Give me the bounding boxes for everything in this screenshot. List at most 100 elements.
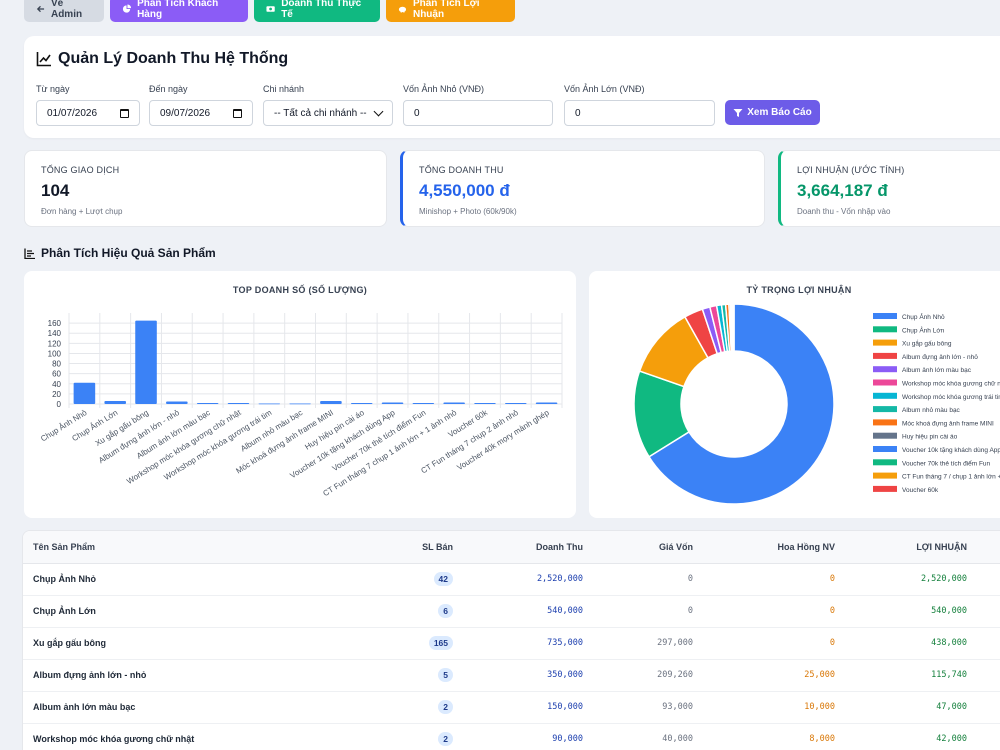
calendar-icon[interactable] — [233, 108, 242, 118]
bar — [474, 402, 496, 404]
legend-label: Móc khoá đựng ảnh frame MINI — [902, 420, 994, 427]
legend-swatch — [873, 326, 897, 333]
branch-select-value: -- Tất cả chi nhánh -- — [274, 107, 367, 119]
stat-value: 3,664,187 đ — [797, 181, 888, 200]
col-header-cost[interactable]: Giá Vốn — [593, 531, 703, 564]
qty-badge: 5 — [438, 668, 453, 682]
branch-label: Chi nhánh — [263, 84, 305, 94]
back-label: Về Admin — [50, 0, 83, 20]
customer-analysis-label: Phân Tích Khách Hàng — [137, 0, 219, 20]
col-header-commission[interactable]: Hoa Hồng NV — [703, 531, 845, 564]
product-name: Xu gắp gấu bông — [23, 627, 283, 660]
from-date-input[interactable]: 01/07/2026 — [36, 100, 140, 126]
bar — [166, 401, 188, 404]
stat-label: Lợi nhuận (ước tính) — [797, 165, 905, 175]
product-table-card: Tên Sản Phẩm SL Bán Doanh Thu Giá Vốn Ho… — [22, 530, 1000, 750]
product-name: Album đựng ảnh lớn - nhỏ — [23, 659, 283, 692]
bar — [412, 402, 435, 404]
legend-swatch — [873, 392, 897, 399]
product-name: Chụp Ảnh Nhỏ — [23, 563, 283, 596]
piggy-bank-icon — [398, 6, 407, 13]
to-date-input[interactable]: 09/07/2026 — [149, 100, 253, 126]
stat-label: Tổng giao dịch — [41, 165, 120, 175]
small-cost-value: 0 — [414, 107, 420, 119]
qty-badge: 165 — [428, 636, 453, 650]
col-header-revenue[interactable]: Doanh Thu — [463, 531, 593, 564]
profit-analysis-button[interactable]: Phân Tích Lợi Nhuận — [386, 0, 515, 22]
legend-swatch — [873, 379, 897, 386]
chevron-down-icon — [373, 106, 384, 116]
qty-badge: 2 — [438, 700, 453, 714]
cost-cell: 40,000 — [593, 723, 703, 750]
col-header-qty[interactable]: SL Bán — [283, 531, 463, 564]
view-report-label: Xem Báo Cáo — [747, 107, 812, 118]
bar — [504, 402, 527, 404]
commission-cell: 8,000 — [703, 723, 845, 750]
customer-analysis-button[interactable]: Phân Tích Khách Hàng — [110, 0, 248, 22]
small-cost-label: Vốn Ảnh Nhỏ (VNĐ) — [403, 84, 485, 94]
from-date-label: Từ ngày — [36, 84, 70, 94]
bar — [350, 402, 373, 404]
table-row: Chụp Ảnh Nhỏ 42 2,520,000 0 0 2,520,000 — [23, 563, 1000, 596]
branch-select[interactable]: -- Tất cả chi nhánh -- — [263, 100, 393, 126]
qty-cell: 6 — [283, 595, 463, 628]
top-nav: Về Admin Phân Tích Khách Hàng Doanh Thu … — [24, 0, 515, 22]
legend-label: Voucher 70k thẻ tích điểm Fun — [902, 459, 991, 467]
col-header-name[interactable]: Tên Sản Phẩm — [23, 531, 283, 564]
large-cost-input[interactable]: 0 — [564, 100, 715, 126]
bar — [227, 402, 250, 404]
legend-swatch — [873, 472, 897, 479]
y-tick-label: 120 — [48, 339, 62, 348]
view-report-button[interactable]: Xem Báo Cáo — [725, 100, 820, 125]
legend-swatch — [873, 485, 897, 492]
bar — [381, 402, 404, 404]
page-title-text: Quản Lý Doanh Thu Hệ Thống — [58, 50, 289, 67]
bar — [289, 403, 311, 405]
table-body: Chụp Ảnh Nhỏ 42 2,520,000 0 0 2,520,000 Chụp Ả… — [23, 563, 1000, 750]
actual-revenue-label: Doanh Thu Thực Tế — [281, 0, 362, 20]
to-date-label: Đến ngày — [149, 84, 188, 94]
commission-cell: 10,000 — [703, 691, 845, 724]
back-to-admin-button[interactable]: Về Admin — [24, 0, 104, 22]
legend-label: Voucher 60k — [902, 487, 939, 494]
qty-cell: 42 — [283, 563, 463, 596]
stat-subtext: Minishop + Photo (60k/90k) — [419, 207, 517, 216]
pie-slice — [647, 303, 835, 505]
product-table: Tên Sản Phẩm SL Bán Doanh Thu Giá Vốn Ho… — [23, 531, 1000, 750]
cost-cell: 209,260 — [593, 659, 703, 692]
legend-label: Voucher 10k tặng khách dùng App — [902, 447, 1000, 454]
stat-label: Tổng doanh thu — [419, 165, 504, 175]
profit-cell: 115,740 — [845, 659, 977, 692]
legend-swatch — [873, 352, 897, 359]
qty-cell: 2 — [283, 723, 463, 750]
qty-cell: 2 — [283, 691, 463, 724]
pie-chart-card: TỶ TRỌNG LỢI NHUẬN Chụp Ảnh Nhỏ Chụp Ảnh … — [589, 271, 1000, 518]
bar — [196, 402, 219, 404]
legend-label: Huy hiệu pin cài áo — [902, 434, 958, 441]
qty-cell: 5 — [283, 659, 463, 692]
large-cost-group: Vốn Ảnh Lớn (VNĐ) 0 — [564, 84, 715, 126]
profit-cell: 2,520,000 — [845, 563, 977, 596]
revenue-cell: 540,000 — [463, 595, 593, 628]
legend-swatch — [873, 366, 897, 373]
bar-chart-card: TOP DOANH SỐ (SỐ LƯỢNG) 0 20 40 60 80 100 120 1… — [24, 271, 576, 518]
cost-cell: 93,000 — [593, 691, 703, 724]
page-title: Quản Lý Doanh Thu Hệ Thống — [36, 50, 288, 68]
revenue-cell: 150,000 — [463, 691, 593, 724]
bar — [135, 320, 157, 404]
y-tick-label: 60 — [52, 370, 61, 379]
legend-label: Workshop móc khóa gương chữ nhật — [902, 381, 1000, 388]
y-tick-label: 100 — [48, 349, 62, 358]
calendar-icon[interactable] — [120, 108, 129, 118]
product-name: Workshop móc khóa gương chữ nhật — [23, 723, 283, 750]
legend-swatch — [873, 432, 897, 439]
col-header-profit[interactable]: LỢI NHUẬN — [845, 531, 977, 564]
actual-revenue-button[interactable]: Doanh Thu Thực Tế — [254, 0, 380, 22]
revenue-cell: 350,000 — [463, 659, 593, 692]
money-icon — [266, 6, 275, 12]
small-cost-input[interactable]: 0 — [403, 100, 553, 126]
table-header-row: Tên Sản Phẩm SL Bán Doanh Thu Giá Vốn Ho… — [23, 531, 1000, 564]
legend-label: Xu gắp gấu bông — [902, 339, 952, 348]
to-date-value: 09/07/2026 — [160, 107, 211, 119]
list-chart-icon — [24, 248, 35, 259]
